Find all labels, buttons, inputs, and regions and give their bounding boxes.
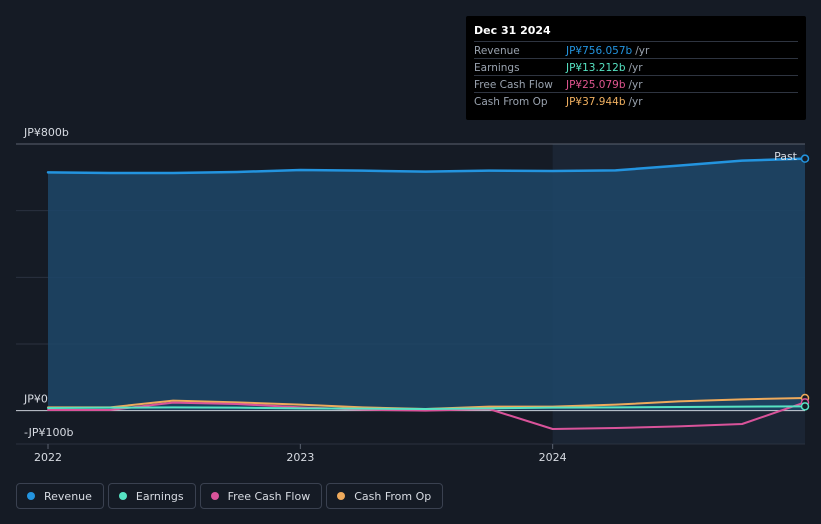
series-line-free-cash-flow: [47, 401, 806, 430]
y-tick-label: -JP¥100b: [24, 426, 73, 439]
legend: Revenue Earnings Free Cash Flow Cash Fro…: [16, 483, 444, 511]
legend-dot-icon: [337, 492, 346, 500]
legend-dot-icon: [118, 492, 127, 500]
legend-label: Earnings: [135, 489, 184, 503]
tooltip: Dec 31 2024 Revenue JP¥756.057b/yr Earni…: [466, 16, 806, 120]
legend-label: Cash From Op: [354, 489, 432, 503]
legend-label: Revenue: [44, 489, 92, 503]
y-tick-label: JP¥800b: [23, 126, 69, 139]
legend-item-free-cash-flow[interactable]: Free Cash Flow: [199, 483, 323, 509]
series-lines: [46, 157, 807, 430]
legend-dot-icon: [210, 492, 219, 500]
tooltip-row-free-cash-flow: Free Cash Flow JP¥25.079b/yr: [474, 75, 798, 93]
tooltip-label: Revenue: [474, 45, 520, 57]
series-end-marker-revenue: [800, 154, 810, 163]
tooltip-row-cash-from-op: Cash From Op JP¥37.944b/yr: [474, 92, 798, 110]
tooltip-row-revenue: Revenue JP¥756.057b/yr: [474, 41, 798, 59]
tooltip-value-wrap: JP¥25.079b/yr: [566, 79, 643, 91]
tooltip-value: JP¥13.212b: [566, 62, 626, 74]
tooltip-row-earnings: Earnings JP¥13.212b/yr: [474, 58, 798, 76]
tooltip-label: Earnings: [474, 62, 520, 74]
past-label: Past: [774, 150, 798, 163]
tooltip-value-wrap: JP¥756.057b/yr: [566, 45, 649, 57]
tooltip-label: Cash From Op: [474, 96, 548, 108]
tooltip-value-wrap: JP¥37.944b/yr: [566, 96, 643, 108]
y-axis-ticks: JP¥800b JP¥0 -JP¥100b: [23, 126, 73, 439]
legend-item-revenue[interactable]: Revenue: [16, 483, 104, 509]
legend-item-earnings[interactable]: Earnings: [107, 483, 196, 509]
tooltip-unit: /yr: [635, 45, 650, 57]
x-tick-label: 2022: [34, 451, 62, 464]
revenue-area: [48, 158, 805, 411]
series-line-earnings: [47, 405, 806, 410]
legend-dot-icon: [27, 492, 35, 500]
legend-item-cash-from-op[interactable]: Cash From Op: [326, 483, 444, 509]
series-end-marker-earnings: [800, 402, 810, 411]
tooltip-unit: /yr: [628, 62, 643, 74]
tooltip-unit: /yr: [628, 79, 643, 91]
tooltip-value: JP¥25.079b: [566, 79, 626, 91]
x-tick-label: 2023: [286, 451, 314, 464]
x-tick-label: 2024: [539, 451, 567, 464]
legend-label: Free Cash Flow: [227, 489, 311, 503]
y-tick-label: JP¥0: [23, 393, 48, 406]
tooltip-label: Free Cash Flow: [474, 79, 553, 91]
tooltip-value: JP¥756.057b: [566, 45, 633, 57]
tooltip-value-wrap: JP¥13.212b/yr: [566, 62, 643, 74]
tooltip-unit: /yr: [628, 96, 643, 108]
series-end-markers: [800, 154, 810, 411]
tooltip-date: Dec 31 2024: [474, 24, 551, 37]
series-line-revenue: [46, 157, 807, 175]
tooltip-value: JP¥37.944b: [566, 96, 626, 108]
x-axis-ticks: 2022 2023 2024: [34, 444, 567, 464]
